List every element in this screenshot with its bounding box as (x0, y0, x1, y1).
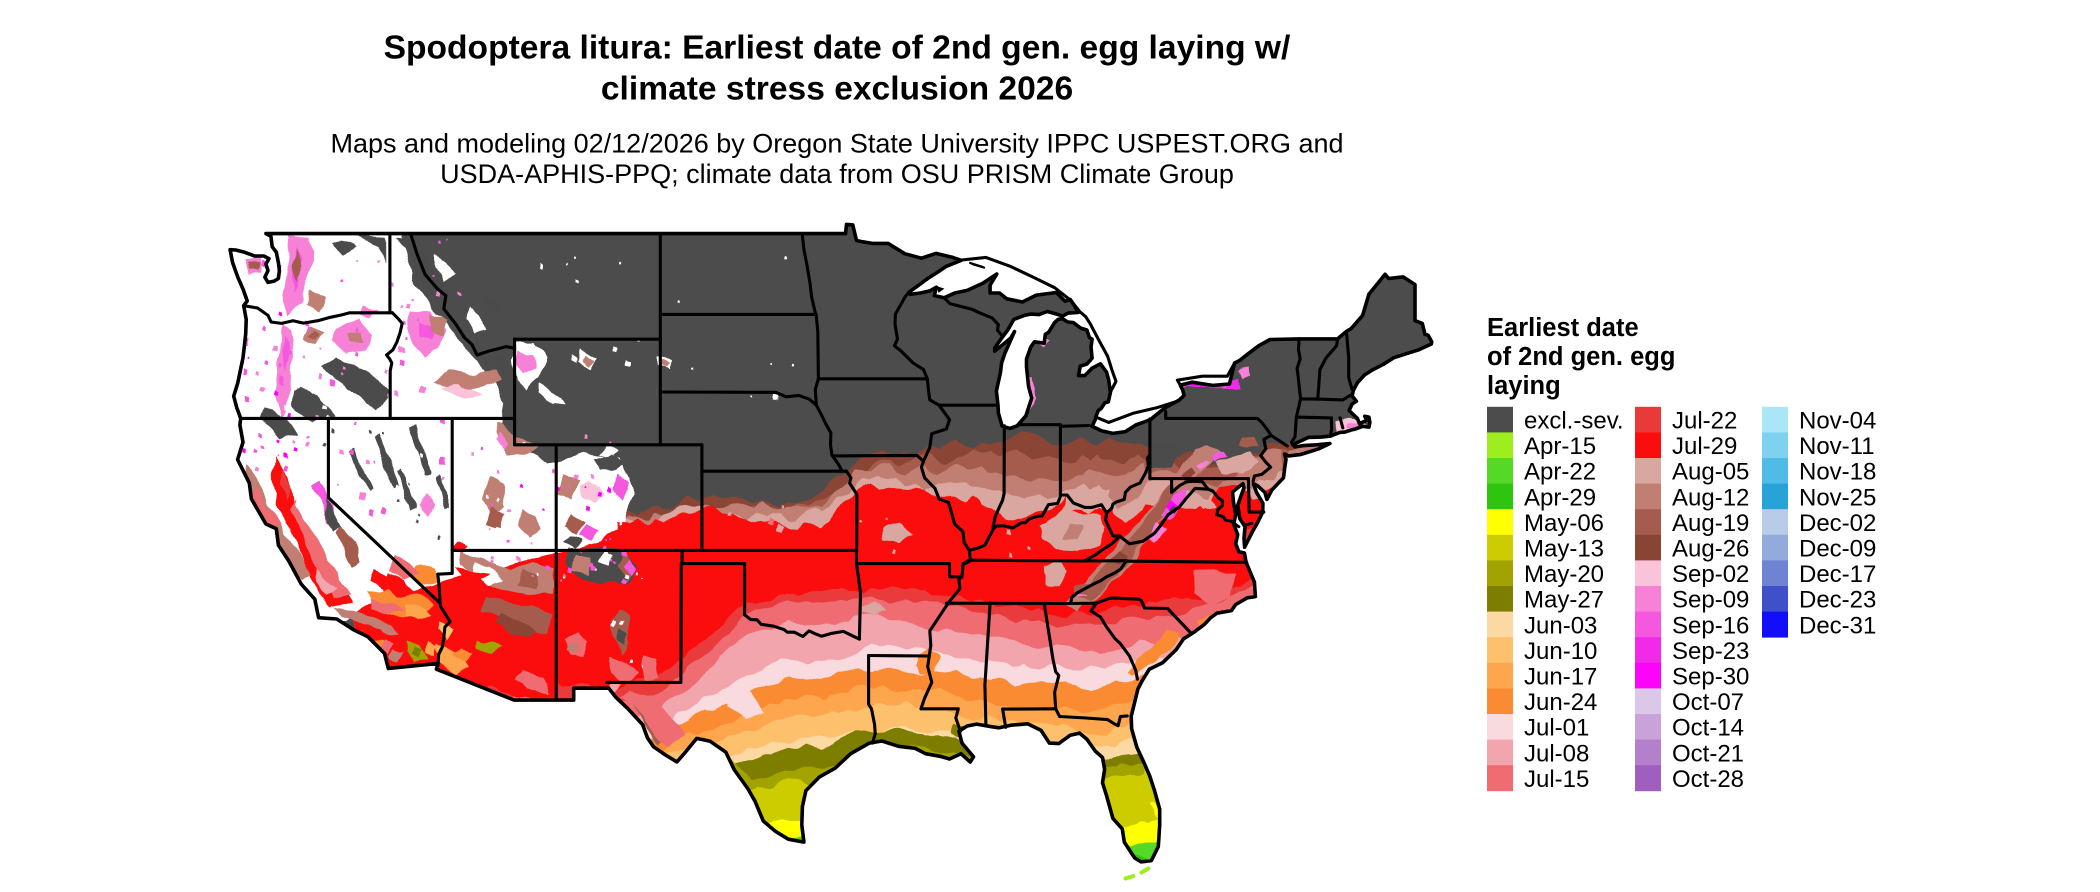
svg-text:Jul-15: Jul-15 (1524, 766, 1589, 793)
svg-text:Apr-15: Apr-15 (1524, 433, 1596, 460)
svg-text:Jul-22: Jul-22 (1672, 408, 1737, 435)
svg-text:Spodoptera litura: Earliest da: Spodoptera litura: Earliest date of 2nd … (384, 30, 1291, 67)
svg-text:May-20: May-20 (1524, 561, 1604, 588)
svg-text:Jul-01: Jul-01 (1524, 715, 1589, 742)
svg-text:Nov-18: Nov-18 (1799, 459, 1876, 486)
svg-text:Oct-14: Oct-14 (1672, 715, 1744, 742)
svg-text:May-06: May-06 (1524, 510, 1604, 537)
svg-text:Dec-17: Dec-17 (1799, 561, 1876, 588)
svg-text:climate stress exclusion 2026: climate stress exclusion 2026 (601, 71, 1073, 108)
svg-text:Jun-03: Jun-03 (1524, 612, 1597, 639)
svg-text:May-27: May-27 (1524, 587, 1604, 614)
svg-text:Dec-23: Dec-23 (1799, 587, 1876, 614)
svg-text:Nov-04: Nov-04 (1799, 408, 1876, 435)
svg-text:Earliest date: Earliest date (1487, 314, 1639, 342)
svg-text:Jul-29: Jul-29 (1672, 433, 1737, 460)
svg-text:Aug-12: Aug-12 (1672, 484, 1749, 511)
svg-text:Dec-31: Dec-31 (1799, 612, 1876, 639)
svg-text:Nov-11: Nov-11 (1799, 433, 1875, 460)
svg-text:Dec-02: Dec-02 (1799, 510, 1876, 537)
svg-text:Jun-17: Jun-17 (1524, 664, 1597, 691)
svg-text:Apr-29: Apr-29 (1524, 484, 1596, 511)
svg-text:Oct-21: Oct-21 (1672, 740, 1744, 767)
svg-text:Sep-23: Sep-23 (1672, 638, 1749, 665)
svg-text:Aug-19: Aug-19 (1672, 510, 1749, 537)
svg-text:Nov-25: Nov-25 (1799, 484, 1876, 511)
svg-text:USDA-APHIS-PPQ; climate data f: USDA-APHIS-PPQ; climate data from OSU PR… (440, 159, 1234, 189)
svg-text:Aug-05: Aug-05 (1672, 459, 1749, 486)
svg-text:Apr-22: Apr-22 (1524, 459, 1596, 486)
svg-text:Oct-07: Oct-07 (1672, 689, 1744, 716)
svg-text:of 2nd gen. egg: of 2nd gen. egg (1487, 343, 1675, 371)
svg-text:Maps and modeling 02/12/2026 b: Maps and modeling 02/12/2026 by Oregon S… (330, 129, 1343, 159)
svg-text:Sep-09: Sep-09 (1672, 587, 1749, 614)
svg-text:Dec-09: Dec-09 (1799, 536, 1876, 563)
svg-text:May-13: May-13 (1524, 536, 1604, 563)
svg-text:Oct-28: Oct-28 (1672, 766, 1744, 793)
svg-text:Jun-10: Jun-10 (1524, 638, 1597, 665)
svg-text:Sep-16: Sep-16 (1672, 612, 1749, 639)
svg-text:Jun-24: Jun-24 (1524, 689, 1597, 716)
svg-text:Sep-30: Sep-30 (1672, 664, 1749, 691)
svg-text:Jul-08: Jul-08 (1524, 740, 1589, 767)
svg-text:excl.-sev.: excl.-sev. (1524, 408, 1624, 435)
svg-text:Aug-26: Aug-26 (1672, 536, 1749, 563)
svg-text:Sep-02: Sep-02 (1672, 561, 1749, 588)
svg-text:laying: laying (1487, 372, 1561, 400)
